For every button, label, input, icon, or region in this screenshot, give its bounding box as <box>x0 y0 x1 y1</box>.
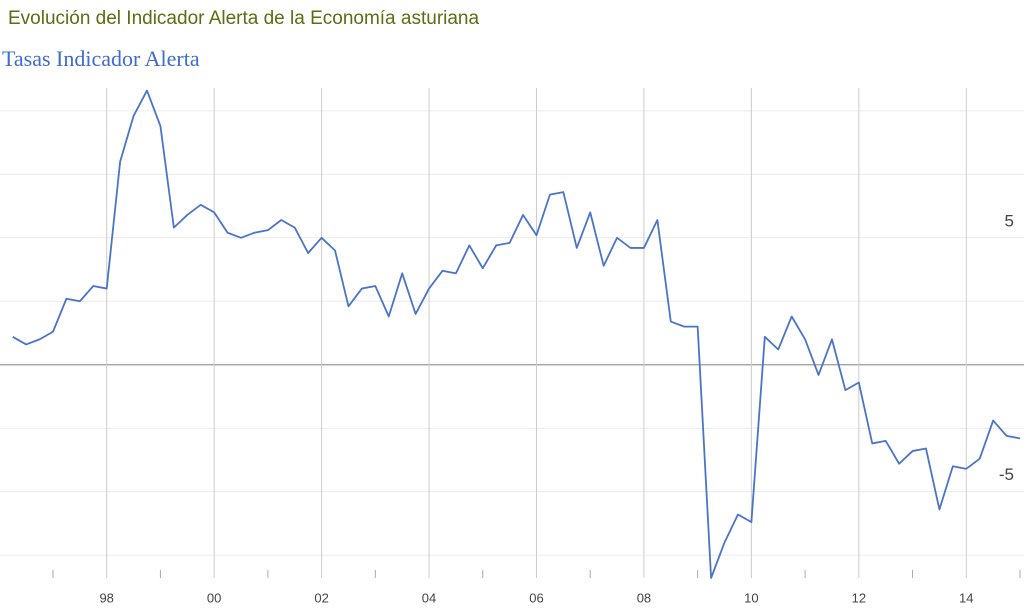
x-tick-label: 12 <box>852 590 866 605</box>
x-tick-label: 04 <box>422 590 436 605</box>
x-tick-label: 00 <box>207 590 221 605</box>
x-tick-label: 10 <box>744 590 758 605</box>
y-tick-label: -5 <box>999 465 1014 484</box>
x-tick-label: 98 <box>99 590 113 605</box>
y-tick-label: 5 <box>1005 211 1014 230</box>
chart-subtitle: Tasas Indicador Alerta <box>2 46 200 71</box>
data-line <box>12 89 1021 579</box>
x-tick-label: 02 <box>314 590 328 605</box>
x-tick-label: 06 <box>529 590 543 605</box>
x-tick-label: 08 <box>637 590 651 605</box>
x-tick-label: 14 <box>959 590 973 605</box>
chart-title: Evolución del Indicador Alerta de la Eco… <box>8 8 479 29</box>
